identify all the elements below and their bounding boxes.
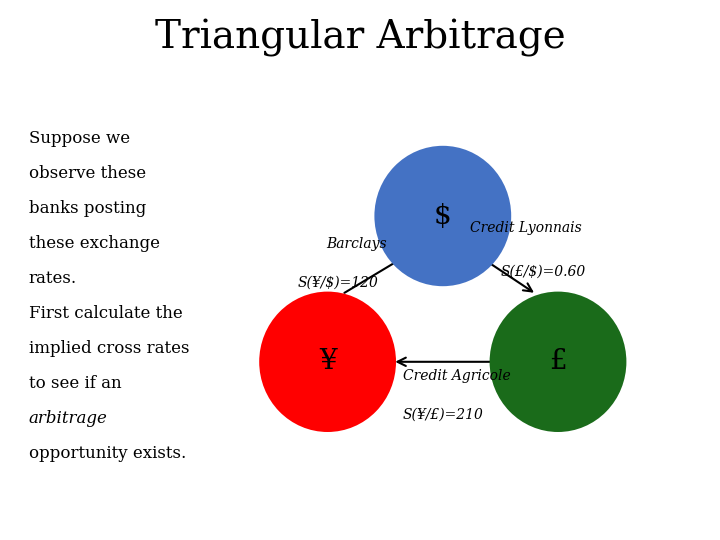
Text: $: $	[434, 202, 451, 230]
Text: S(¥/$)=120: S(¥/$)=120	[298, 275, 379, 289]
Text: banks posting: banks posting	[29, 200, 146, 217]
Text: First calculate the: First calculate the	[29, 305, 183, 322]
Text: observe these: observe these	[29, 165, 146, 181]
Text: Barclays: Barclays	[326, 237, 387, 251]
Text: to see if an: to see if an	[29, 375, 122, 392]
Ellipse shape	[374, 146, 511, 286]
Text: these exchange: these exchange	[29, 235, 160, 252]
Text: opportunity exists.: opportunity exists.	[29, 446, 186, 462]
Text: Credit Lyonnais: Credit Lyonnais	[469, 221, 582, 235]
Text: S(¥/£)=210: S(¥/£)=210	[402, 408, 483, 422]
Text: £: £	[549, 348, 567, 375]
Text: Suppose we: Suppose we	[29, 130, 130, 146]
Ellipse shape	[490, 292, 626, 432]
Text: S(£/$)=0.60: S(£/$)=0.60	[501, 265, 586, 279]
Text: rates.: rates.	[29, 270, 77, 287]
Text: implied cross rates: implied cross rates	[29, 340, 189, 357]
Text: Credit Agricole: Credit Agricole	[403, 369, 511, 383]
Text: Triangular Arbitrage: Triangular Arbitrage	[155, 19, 565, 57]
Ellipse shape	[259, 292, 396, 432]
Text: ¥: ¥	[319, 348, 336, 375]
Text: arbitrage: arbitrage	[29, 410, 108, 427]
